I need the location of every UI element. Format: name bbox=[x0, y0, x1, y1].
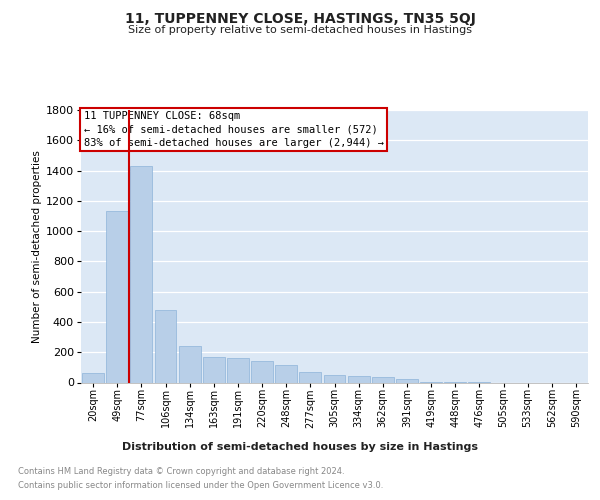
Text: Size of property relative to semi-detached houses in Hastings: Size of property relative to semi-detach… bbox=[128, 25, 472, 35]
Text: Distribution of semi-detached houses by size in Hastings: Distribution of semi-detached houses by … bbox=[122, 442, 478, 452]
Bar bbox=[82, 374, 104, 382]
Bar bbox=[130, 166, 152, 382]
Bar bbox=[396, 378, 418, 382]
Text: Contains HM Land Registry data © Crown copyright and database right 2024.: Contains HM Land Registry data © Crown c… bbox=[18, 468, 344, 476]
Y-axis label: Number of semi-detached properties: Number of semi-detached properties bbox=[32, 150, 42, 342]
Bar bbox=[299, 372, 321, 382]
Bar bbox=[348, 376, 370, 382]
Bar bbox=[372, 377, 394, 382]
Bar bbox=[106, 212, 128, 382]
Bar bbox=[275, 365, 297, 382]
Bar bbox=[227, 358, 249, 382]
Text: 11 TUPPENNEY CLOSE: 68sqm
← 16% of semi-detached houses are smaller (572)
83% of: 11 TUPPENNEY CLOSE: 68sqm ← 16% of semi-… bbox=[83, 112, 383, 148]
Bar bbox=[203, 357, 224, 382]
Bar bbox=[155, 310, 176, 382]
Text: Contains public sector information licensed under the Open Government Licence v3: Contains public sector information licen… bbox=[18, 481, 383, 490]
Bar bbox=[251, 362, 273, 382]
Bar bbox=[323, 375, 346, 382]
Bar bbox=[179, 346, 200, 383]
Text: 11, TUPPENNEY CLOSE, HASTINGS, TN35 5QJ: 11, TUPPENNEY CLOSE, HASTINGS, TN35 5QJ bbox=[125, 12, 475, 26]
